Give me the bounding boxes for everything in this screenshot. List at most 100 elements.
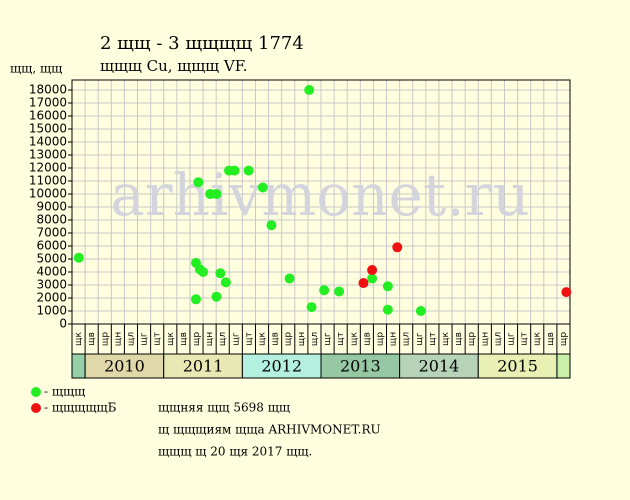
point [392,242,403,253]
note: щщщ щ 20 щя 2017 щщ. [158,445,312,459]
watermark: arhivmonet.ru [110,161,529,229]
y-tick-label: 1000 [36,304,67,318]
month-label: щр [100,332,110,346]
legend-marker [31,403,41,413]
month-label: щк [258,331,268,345]
year-edge [556,353,571,379]
month-label: щв [362,332,372,346]
point [243,165,254,176]
month-label: щв [87,332,97,346]
y-tick-label: 4000 [36,265,67,279]
year-label: 2013 [340,357,381,376]
month-label: щг [231,332,241,345]
month-label: щт [336,332,346,346]
point [415,306,426,316]
y-tick-label: 10000 [29,187,67,201]
year-label: 2011 [183,357,224,376]
y-tick-label: 5000 [36,252,67,266]
month-label: щг [323,332,333,345]
point [257,182,268,193]
year-band [399,353,479,379]
month-label: щв [271,332,281,346]
month-label: щв [546,332,556,346]
month-label: щл [218,332,228,346]
y-tick-label: 3000 [36,278,67,292]
point [220,277,231,288]
point [190,294,201,305]
point [215,268,226,279]
year-band [477,353,558,379]
month-label: щт [153,332,163,346]
month-label: щт [520,332,530,346]
month-label: щг [140,332,150,345]
point [367,273,378,284]
y-tick-label: 18000 [29,83,67,97]
month-label: щн [480,332,490,346]
point [358,278,369,289]
month-label: щл [310,332,320,346]
y-tick-label: 12000 [29,161,67,175]
point [304,85,315,95]
month-label: щл [126,332,136,346]
month-label: щк [349,331,359,345]
month-label: щр [375,332,385,346]
point [334,286,345,297]
y-tick-label: 2000 [36,291,67,305]
month-label: щн [389,332,399,346]
month-label: щк [74,331,84,345]
point [73,252,84,263]
point [367,265,378,276]
month-label: щт [428,332,438,346]
month-label: щр [192,332,202,346]
point [284,273,295,284]
month-label: щр [284,332,294,346]
month-label: щн [113,332,123,346]
y-tick-label: 16000 [29,109,67,123]
month-label: щн [297,332,307,346]
year-band [320,353,401,379]
year-label: 2010 [104,357,145,376]
point [319,285,330,296]
month-label: щл [402,332,412,346]
month-label: щт [244,332,254,346]
note: щщняя щщ 5698 щщ [158,401,290,415]
point [306,302,317,313]
month-label: щк [441,331,451,345]
point [561,287,572,298]
month-label: щв [179,332,189,346]
year-band [163,353,243,379]
month-label: щн [205,332,215,346]
y-tick-label: 14000 [29,135,67,149]
chart-subtitle: щщщ Cu, щщщ VF. [100,57,248,75]
note: щ щщщиям щща ARHIVMONET.RU [158,423,381,437]
point [229,165,240,176]
year-label: 2015 [497,357,538,376]
legend-label: - щщщщщБ [44,401,117,415]
y-tick-label: 7000 [36,226,67,240]
month-label: щг [507,332,517,345]
y-tick-label: 8000 [36,213,67,227]
month-label: щк [166,331,176,345]
point [266,220,277,231]
point [193,177,204,188]
y-tick-label: 11000 [29,174,67,188]
y-tick-label: 13000 [29,148,67,162]
month-label: щг [415,332,425,345]
y-axis-label: щщ, щщ [10,62,62,76]
year-label: 2014 [419,357,460,376]
year-edge [71,353,86,379]
y-tick-label: 0 [59,317,67,331]
legend-marker [31,387,41,397]
y-tick-label: 6000 [36,239,67,253]
month-label: щк [533,331,543,345]
year-label: 2012 [261,357,302,376]
year-band [84,353,165,379]
point [382,304,393,315]
month-label: щв [454,332,464,346]
y-tick-label: 17000 [29,96,67,110]
y-tick-label: 9000 [36,200,67,214]
year-band [241,353,322,379]
month-label: щр [467,332,477,346]
point [211,291,222,302]
